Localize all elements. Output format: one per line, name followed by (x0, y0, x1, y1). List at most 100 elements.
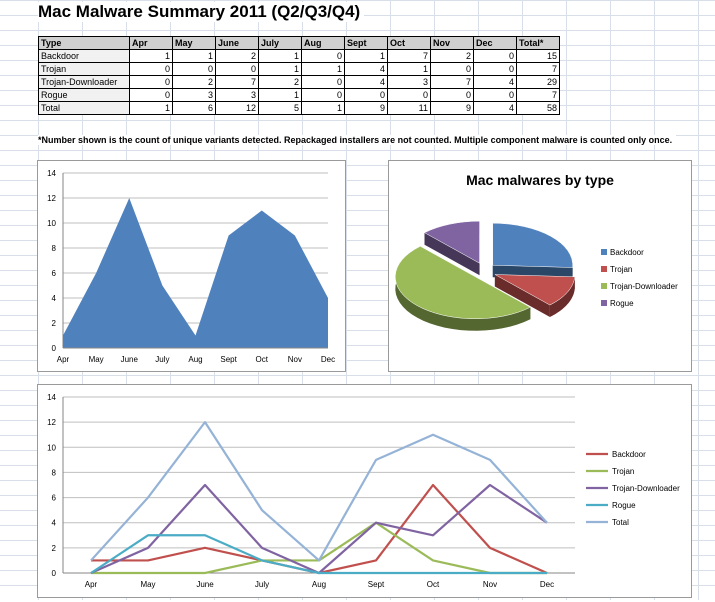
col-header: Dec (473, 36, 517, 50)
table-cell: 0 (301, 75, 345, 89)
table-cell: 9 (430, 101, 474, 115)
table-cell: 3 (215, 88, 259, 102)
table-cell: 4 (344, 62, 388, 76)
col-header: Oct (387, 36, 431, 50)
legend-label: Trojan-Downloader (610, 282, 678, 291)
table-row: Trojan-Downloader 0 2 7 2 0 4 3 7 4 29 (38, 75, 560, 89)
row-type-cell: Backdoor (38, 49, 130, 63)
x-tick-label: July (155, 355, 169, 364)
y-tick-label: 8 (52, 468, 57, 477)
col-header: Type (38, 36, 130, 50)
table-cell: 0 (129, 62, 173, 76)
x-tick-label: Dec (321, 355, 335, 364)
table-cell: 3 (387, 75, 431, 89)
table-cell: 1 (258, 49, 302, 63)
col-header: June (215, 36, 259, 50)
area-chart-svg: 0 2 4 6 8 10 12 14 Apr May June July Aug Sept Oct Nov De… (47, 169, 335, 364)
table-cell: 7 (516, 62, 560, 76)
table-cell: 2 (258, 75, 302, 89)
footnote: *Number shown is the count of unique var… (38, 135, 677, 145)
pie-chart: Mac malwares by type Backdoor Trojan Trojan… (388, 160, 692, 372)
x-tick-label: Apr (57, 355, 70, 364)
y-tick-label: 14 (47, 393, 56, 402)
table-cell: 0 (430, 88, 474, 102)
table-cell: 7 (215, 75, 259, 89)
line-series (90, 421, 548, 562)
table-cell: 29 (516, 75, 560, 89)
table-row: Trojan 0 0 0 1 1 4 1 0 0 7 (38, 62, 560, 76)
table-cell: 0 (387, 88, 431, 102)
legend-label: Trojan-Downloader (612, 484, 680, 493)
legend-label: Trojan (612, 467, 634, 476)
x-tick-label: June (121, 355, 139, 364)
table-row: Total 1 6 12 5 1 9 11 9 4 58 (38, 101, 560, 115)
table-cell: 9 (344, 101, 388, 115)
pie-slice-wall (424, 232, 480, 276)
table-cell: 0 (215, 62, 259, 76)
y-tick-label: 0 (52, 569, 57, 578)
col-header: July (258, 36, 302, 50)
line-chart-svg: 0 2 4 6 8 10 12 14 Apr May June July Aug Sept Oct Nov De… (47, 393, 680, 589)
x-tick-label: Oct (256, 355, 269, 364)
table-cell: 4 (344, 75, 388, 89)
y-tick-label: 4 (52, 519, 57, 528)
y-tick-label: 4 (52, 294, 57, 303)
legend-label: Total (612, 518, 629, 527)
y-tick-label: 14 (47, 169, 56, 178)
table-cell: 0 (473, 49, 517, 63)
y-tick-label: 10 (47, 443, 56, 452)
table-cell: 12 (215, 101, 259, 115)
pie-slice (492, 222, 573, 268)
col-header: Sept (344, 36, 388, 50)
y-tick-label: 2 (52, 544, 57, 553)
table-row: Backdoor 1 1 2 1 0 1 7 2 0 15 (38, 49, 560, 63)
table-cell: 1 (258, 88, 302, 102)
table-cell: 1 (129, 49, 173, 63)
legend-swatch (601, 283, 607, 289)
col-header: Nov (430, 36, 474, 50)
legend-label: Rogue (610, 299, 634, 308)
table-cell: 0 (430, 62, 474, 76)
table-cell: 1 (129, 101, 173, 115)
pie-slice (424, 220, 480, 264)
row-type-cell: Trojan (38, 62, 130, 76)
table-cell: 0 (172, 62, 216, 76)
table-cell: 1 (344, 49, 388, 63)
table-cell: 1 (258, 62, 302, 76)
pie-chart-svg: Mac malwares by type Backdoor Trojan Trojan… (395, 172, 678, 331)
table-cell: 0 (301, 49, 345, 63)
y-tick-label: 10 (47, 219, 56, 228)
legend-swatch (601, 300, 607, 306)
col-header: May (172, 36, 216, 50)
table-cell: 1 (172, 49, 216, 63)
x-tick-label: Sept (368, 580, 385, 589)
summary-table: Type Apr May June July Aug Sept Oct Nov … (38, 36, 560, 115)
table-cell: 2 (430, 49, 474, 63)
table-cell: 5 (258, 101, 302, 115)
row-type-cell: Total (38, 101, 130, 115)
table-cell: 7 (387, 49, 431, 63)
legend-label: Backdoor (612, 450, 646, 459)
pie-slice-side (549, 276, 575, 318)
x-tick-label: Aug (312, 580, 326, 589)
table-cell: 2 (172, 75, 216, 89)
x-tick-label: June (196, 580, 214, 589)
table-cell: 4 (473, 101, 517, 115)
table-cell: 2 (215, 49, 259, 63)
col-header: Total* (516, 36, 560, 50)
pie-slice-wall (494, 274, 550, 318)
table-cell: 7 (516, 88, 560, 102)
table-cell: 1 (387, 62, 431, 76)
table-cell: 1 (301, 101, 345, 115)
y-tick-label: 0 (52, 344, 57, 353)
row-type-cell: Trojan-Downloader (38, 75, 130, 89)
x-tick-label: Dec (540, 580, 554, 589)
y-tick-label: 12 (47, 418, 56, 427)
legend-label: Backdoor (610, 248, 644, 257)
x-tick-label: Nov (483, 580, 497, 589)
table-cell: 15 (516, 49, 560, 63)
table-cell: 6 (172, 101, 216, 115)
table-cell: 0 (473, 62, 517, 76)
x-tick-label: July (255, 580, 269, 589)
table-header-row: Type Apr May June July Aug Sept Oct Nov … (38, 36, 560, 50)
